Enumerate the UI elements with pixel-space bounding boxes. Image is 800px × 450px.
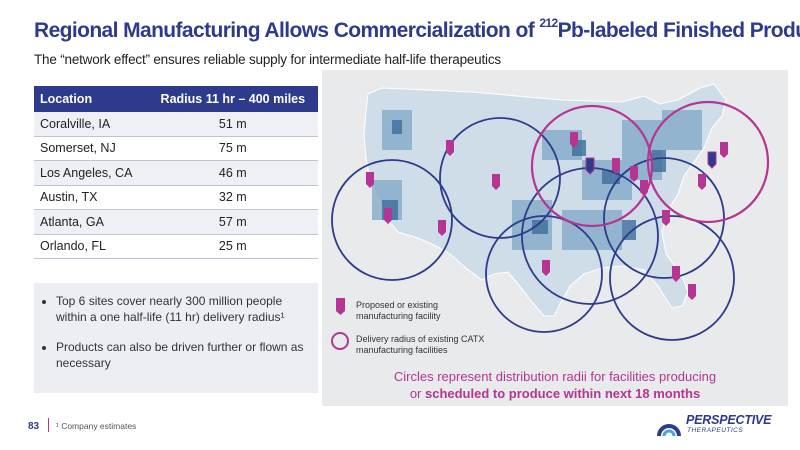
table-row: Atlanta, GA 57 m bbox=[34, 209, 318, 235]
location-cell: Austin, TX bbox=[34, 185, 148, 210]
radius-circle-coralville bbox=[530, 104, 654, 228]
location-cell: Atlanta, GA bbox=[34, 209, 148, 235]
radius-circle-denver bbox=[439, 117, 561, 239]
location-cell: Los Angeles, CA bbox=[34, 160, 148, 186]
facility-marker-icon bbox=[720, 142, 728, 158]
population-cell: 57 m bbox=[147, 209, 318, 235]
legend-facility-label: Proposed or existing manufacturing facil… bbox=[356, 300, 441, 321]
radius-circle-orlando bbox=[609, 215, 735, 341]
legend-radius-icon bbox=[331, 332, 349, 350]
facility-marker-icon bbox=[640, 180, 648, 196]
population-cell: 75 m bbox=[147, 136, 318, 161]
facility-marker-icon bbox=[585, 157, 595, 175]
map-caption: Circles represent distribution radii for… bbox=[393, 369, 717, 401]
table-row: Orlando, FL 25 m bbox=[34, 234, 318, 259]
facility-marker-icon bbox=[542, 260, 550, 276]
population-cell: 51 m bbox=[147, 112, 318, 137]
page-number: 83 bbox=[28, 421, 40, 432]
us-map-panel: Proposed or existing manufacturing facil… bbox=[322, 70, 788, 406]
facility-marker-icon bbox=[446, 140, 454, 156]
logo-arch-icon bbox=[657, 424, 681, 437]
header-radius: Radius 11 hr – 400 miles bbox=[147, 86, 318, 112]
table-header-row: Location Radius 11 hr – 400 miles bbox=[34, 86, 318, 112]
legend-radius-label: Delivery radius of existing CATX manufac… bbox=[356, 334, 485, 355]
facility-marker-icon bbox=[366, 172, 374, 188]
table-row: Austin, TX 32 m bbox=[34, 185, 318, 210]
facility-markers bbox=[366, 132, 728, 300]
location-cell: Orlando, FL bbox=[34, 234, 148, 259]
facility-marker-icon bbox=[672, 266, 680, 282]
bullet-box: Top 6 sites cover nearly 300 million peo… bbox=[34, 283, 318, 393]
perspective-logo: PERSPECTIVE THERAPEUTICS bbox=[656, 412, 776, 438]
slide-title: Regional Manufacturing Allows Commercial… bbox=[34, 16, 800, 42]
delivery-radius-circles bbox=[331, 117, 735, 341]
facility-marker-icon bbox=[570, 132, 578, 148]
bullet-item: Products can also be driven further or f… bbox=[56, 339, 310, 371]
footer-divider bbox=[48, 418, 49, 432]
radius-circle-austin bbox=[485, 215, 603, 333]
logo-sub: THERAPEUTICS bbox=[687, 427, 744, 434]
facility-marker-icon bbox=[438, 220, 446, 236]
radius-circle-charlotte bbox=[603, 157, 725, 279]
radius-circle-somerset bbox=[646, 100, 770, 224]
facility-marker-icon bbox=[662, 210, 670, 226]
map-legend bbox=[331, 298, 349, 350]
radius-circle-los-angeles bbox=[331, 159, 453, 281]
us-map bbox=[331, 83, 770, 350]
facility-marker-icon bbox=[612, 158, 620, 174]
facility-marker-icon bbox=[698, 174, 706, 190]
table-row: Los Angeles, CA 46 m bbox=[34, 160, 318, 186]
slide-subtitle: The “network effect” ensures reliable su… bbox=[34, 52, 501, 67]
legend-facility-icon bbox=[336, 298, 345, 315]
facility-marker-icon bbox=[384, 208, 392, 224]
location-cell: Somerset, NJ bbox=[34, 136, 148, 161]
sites-table: Location Radius 11 hr – 400 miles Coralv… bbox=[34, 86, 318, 259]
footnote: ¹ Company estimates bbox=[56, 421, 137, 431]
table-row: Coralville, IA 51 m bbox=[34, 112, 318, 137]
header-location: Location bbox=[34, 86, 148, 112]
facility-marker-icon bbox=[688, 284, 696, 300]
catx-radius-circles bbox=[530, 100, 770, 228]
population-cell: 32 m bbox=[147, 185, 318, 210]
logo-name: PERSPECTIVE bbox=[686, 413, 772, 427]
bullet-item: Top 6 sites cover nearly 300 million peo… bbox=[56, 293, 310, 325]
facility-marker-icon bbox=[492, 174, 500, 190]
population-cell: 46 m bbox=[147, 160, 318, 186]
table-row: Somerset, NJ 75 m bbox=[34, 136, 318, 161]
facility-marker-icon bbox=[707, 151, 717, 169]
population-cell: 25 m bbox=[147, 234, 318, 259]
location-cell: Coralville, IA bbox=[34, 112, 148, 137]
facility-marker-icon bbox=[630, 166, 638, 182]
